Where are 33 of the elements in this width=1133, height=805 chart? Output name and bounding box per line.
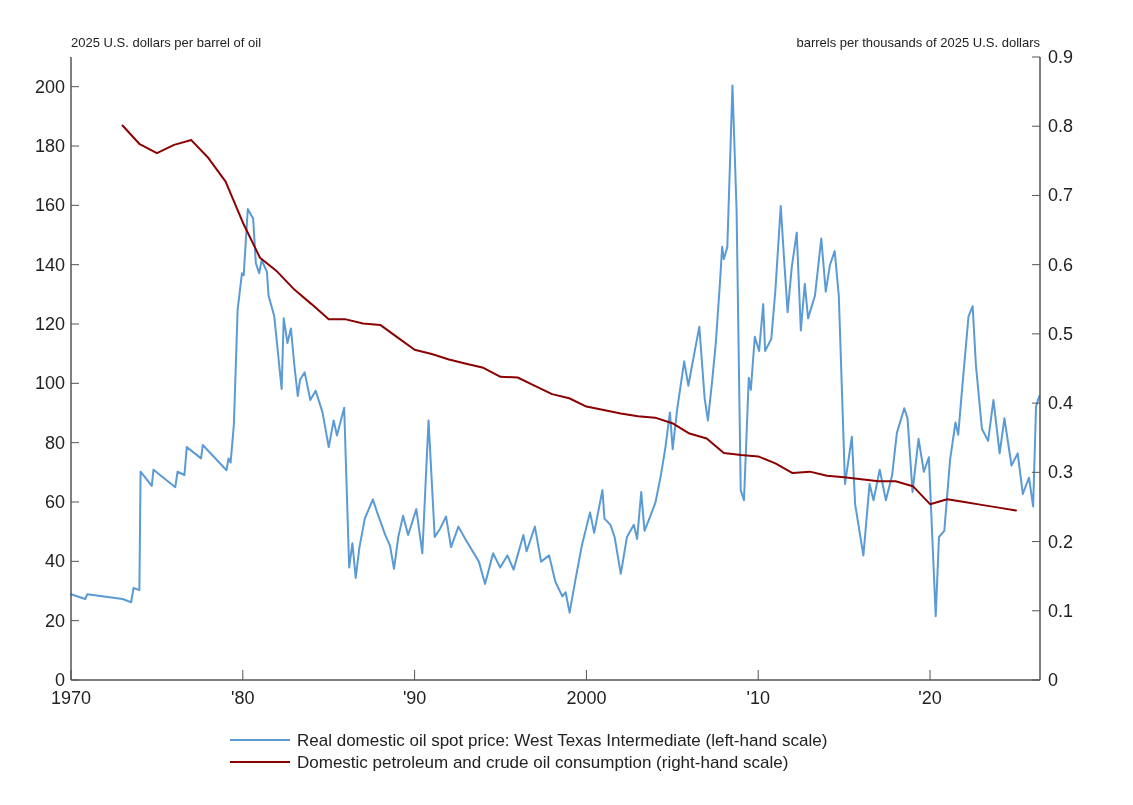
y2-tick-label: 0.4 (1048, 393, 1074, 414)
y-tick-label: 200 (34, 76, 65, 97)
line-series (70, 84, 1041, 618)
y2-tick-label: 0.2 (1048, 531, 1074, 552)
y2-tick-label: 0 (1048, 670, 1059, 690)
y2-tick-label: 0.6 (1048, 254, 1074, 275)
y-tick-label: 120 (34, 314, 65, 334)
y-tick-label: 20 (44, 610, 65, 631)
x-tick-label: 2000 (566, 688, 607, 708)
x-tick-label: 1970 (50, 688, 92, 708)
legend-label: Real domestic oil spot price: West Texas Intermediate (left-hand scale) (297, 731, 828, 750)
x-tick-label: '90 (402, 688, 427, 708)
y2-tick-label: 0.8 (1048, 116, 1074, 137)
y-tick-label: 0 (54, 670, 65, 690)
y-tick-label: 160 (34, 195, 65, 216)
line-series (121, 124, 1017, 512)
y2-tick-label: 0.9 (1048, 47, 1074, 67)
y-tick-label: 180 (34, 136, 65, 156)
x-tick-label: '10 (746, 688, 770, 708)
x-tick-label: '20 (918, 688, 942, 708)
y2-tick-label: 0.3 (1048, 462, 1074, 483)
x-tick-label: '80 (231, 688, 255, 708)
y2-tick-label: 0.5 (1048, 323, 1074, 344)
y-tick-label: 80 (44, 432, 65, 453)
y-tick-label: 60 (44, 492, 65, 512)
y-tick-label: 40 (44, 551, 65, 572)
y-tick-label: 140 (34, 254, 65, 275)
y2-axis-title: barrels per thousands of 2025 U.S. dollars (796, 35, 1041, 50)
y-axis-title: 2025 U.S. dollars per barrel of oil (71, 35, 262, 50)
legend-label: Domestic petroleum and crude oil consumption (right-hand scale) (297, 753, 789, 772)
y-tick-label: 100 (34, 373, 65, 394)
y2-tick-label: 0.1 (1048, 600, 1074, 621)
y2-tick-label: 0.7 (1048, 185, 1074, 206)
